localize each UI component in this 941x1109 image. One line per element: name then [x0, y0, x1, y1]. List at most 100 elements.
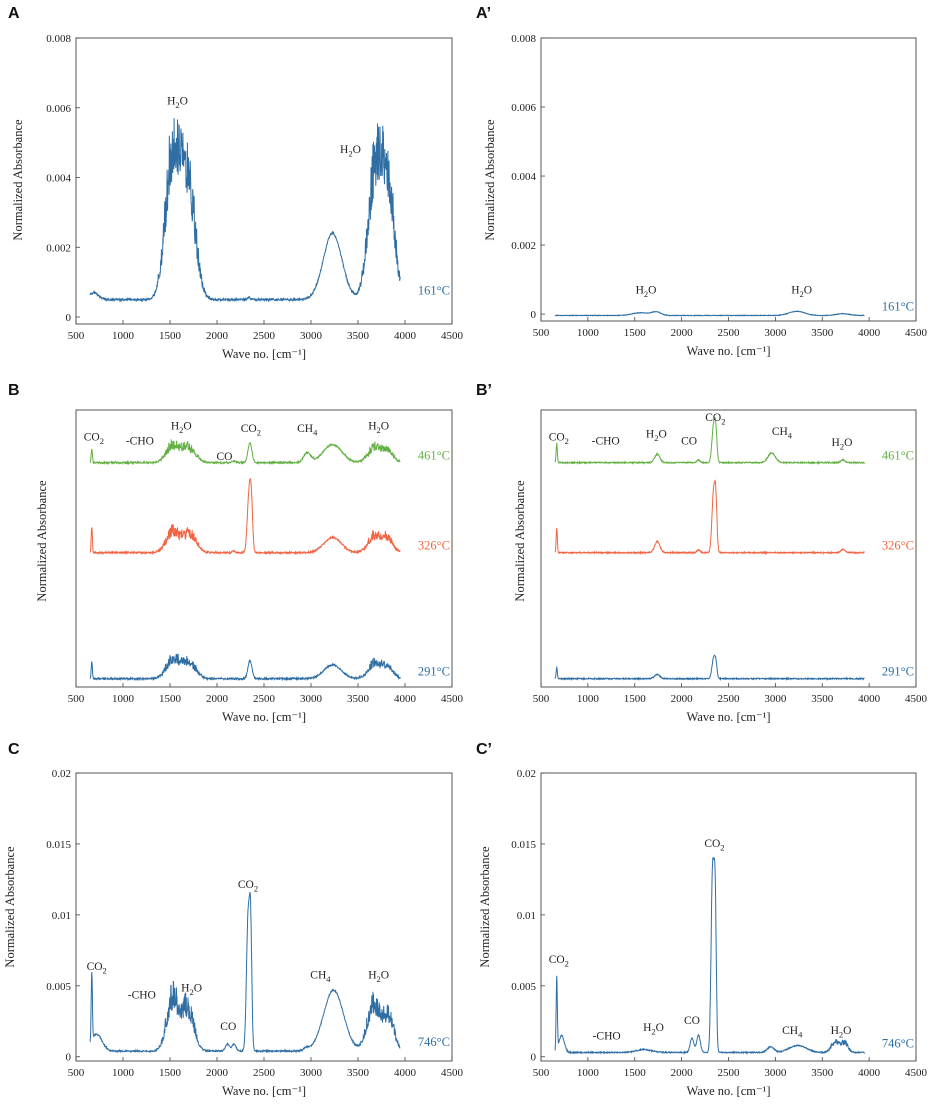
peak-annotation: H2O — [636, 284, 657, 299]
temperature-label: 746°C — [882, 1036, 914, 1050]
y-axis-label: Normalized Absorbance — [3, 846, 17, 968]
x-tick-label: 1500 — [159, 1067, 182, 1079]
y-tick-label: 0.005 — [46, 981, 71, 993]
x-tick-label: 1000 — [577, 693, 600, 705]
x-tick-label: 3000 — [300, 330, 323, 342]
x-tick-label: 500 — [533, 693, 550, 705]
x-tick-label: 3000 — [764, 1067, 787, 1079]
temperature-label: 326°C — [882, 539, 914, 553]
peak-annotation: CO2 — [549, 431, 569, 446]
x-tick-label: 3500 — [347, 693, 370, 705]
peak-annotation: H2O — [368, 420, 389, 435]
panel-label: B’ — [476, 382, 492, 399]
spectrum-line-161°C — [554, 310, 865, 317]
x-tick-label: 4500 — [441, 330, 464, 342]
spectrum-line-461°C — [89, 439, 401, 466]
spectrum-line-461°C — [554, 416, 865, 466]
x-tick-label: 2000 — [671, 327, 694, 339]
x-tick-label: 2000 — [671, 693, 694, 705]
peak-annotation: CO2 — [549, 954, 569, 969]
x-tick-label: 2000 — [206, 1067, 229, 1079]
x-tick-label: 1500 — [159, 693, 182, 705]
x-tick-label: 4000 — [858, 327, 881, 339]
peak-annotation: CO2 — [87, 961, 107, 976]
x-tick-label: 4500 — [441, 1067, 464, 1079]
y-tick-label: 0 — [531, 309, 537, 321]
peak-annotation: H2O — [167, 95, 188, 110]
x-tick-label: 3500 — [811, 327, 834, 339]
spectrum-line-746°C — [554, 857, 865, 1055]
panel-label: A — [8, 5, 20, 22]
panel-B2: B’ 500 1000 1500 2000 2500 3000 3500 4000 4500 Wav… — [476, 382, 928, 724]
peak-annotation: H2O — [646, 429, 667, 444]
peak-annotation: H2O — [368, 970, 389, 985]
temperature-label: 161°C — [882, 299, 914, 313]
y-tick-label: 0.015 — [46, 839, 71, 851]
peak-annotation: CH4 — [772, 426, 793, 441]
x-tick-label: 500 — [533, 327, 550, 339]
peak-annotation: H2O — [643, 1022, 664, 1037]
x-tick-label: 500 — [533, 1067, 550, 1079]
y-tick-label: 0.015 — [511, 839, 536, 851]
x-tick-label: 4000 — [858, 1067, 881, 1079]
temperature-label: 746°C — [418, 1035, 450, 1049]
x-tick-label: 4500 — [905, 1067, 928, 1079]
y-tick-label: 0.02 — [517, 768, 536, 780]
x-tick-label: 1000 — [112, 1067, 135, 1079]
x-tick-label: 2000 — [206, 330, 229, 342]
peak-annotation: CO2 — [705, 412, 725, 427]
x-tick-label: 2500 — [253, 693, 276, 705]
x-tick-label: 3000 — [764, 327, 787, 339]
spectrum-line-326°C — [89, 478, 401, 556]
y-tick-label: 0.01 — [517, 910, 536, 922]
y-tick-label: 0.008 — [46, 33, 71, 45]
plot-frame — [540, 772, 917, 1062]
y-tick-label: 0 — [531, 1052, 537, 1064]
peak-annotation: CO — [684, 1015, 700, 1027]
peak-annotation: CO2 — [84, 431, 104, 446]
peak-annotation: H2O — [832, 437, 853, 452]
peak-annotation: CH4 — [782, 1025, 803, 1040]
x-tick-label: 4500 — [905, 693, 928, 705]
y-tick-label: 0 — [66, 1052, 72, 1064]
plot-frame — [540, 409, 917, 688]
plot-frame — [75, 37, 453, 325]
y-tick-label: 0.004 — [511, 171, 536, 183]
x-axis-label: Wave no. [cm⁻¹] — [222, 1084, 306, 1098]
x-tick-label: 2000 — [206, 693, 229, 705]
y-tick-label: 0.004 — [46, 173, 71, 185]
y-tick-label: 0.002 — [46, 242, 71, 254]
temperature-label: 161°C — [418, 284, 450, 298]
peak-annotation: H2O — [791, 284, 812, 299]
y-tick-label: 0.01 — [52, 910, 71, 922]
x-tick-label: 3000 — [300, 693, 323, 705]
plot-frame — [75, 772, 453, 1062]
x-axis-label: Wave no. [cm⁻¹] — [687, 710, 771, 724]
x-tick-label: 4500 — [905, 327, 928, 339]
y-tick-label: 0.002 — [511, 240, 536, 252]
spectrum-line-161°C — [89, 118, 401, 303]
x-tick-label: 4000 — [394, 693, 417, 705]
peak-annotation: H2O — [171, 420, 192, 435]
temperature-label: 291°C — [882, 665, 914, 679]
x-tick-label: 3500 — [347, 1067, 370, 1079]
x-axis-label: Wave no. [cm⁻¹] — [687, 1084, 771, 1098]
x-tick-label: 1000 — [112, 693, 135, 705]
peak-annotation: CO2 — [241, 423, 261, 438]
x-tick-label: 3500 — [811, 693, 834, 705]
x-tick-label: 2500 — [718, 327, 741, 339]
peak-annotation: CO2 — [238, 879, 258, 894]
y-tick-label: 0.006 — [511, 102, 536, 114]
peak-annotation: H2O — [831, 1025, 852, 1040]
temperature-label: 326°C — [418, 539, 450, 553]
panel-C: C 500 1000 1500 2000 2500 3000 3500 4000 4500 0 0.0… — [3, 741, 464, 1098]
x-tick-label: 1000 — [577, 1067, 600, 1079]
peak-annotation: -CHO — [128, 990, 156, 1002]
y-axis-label: Normalized Absorbance — [513, 480, 527, 602]
spectrum-line-326°C — [554, 479, 865, 556]
temperature-label: 461°C — [418, 449, 450, 463]
x-axis-label: Wave no. [cm⁻¹] — [687, 344, 771, 358]
x-tick-label: 1500 — [624, 693, 647, 705]
x-tick-label: 1500 — [624, 327, 647, 339]
